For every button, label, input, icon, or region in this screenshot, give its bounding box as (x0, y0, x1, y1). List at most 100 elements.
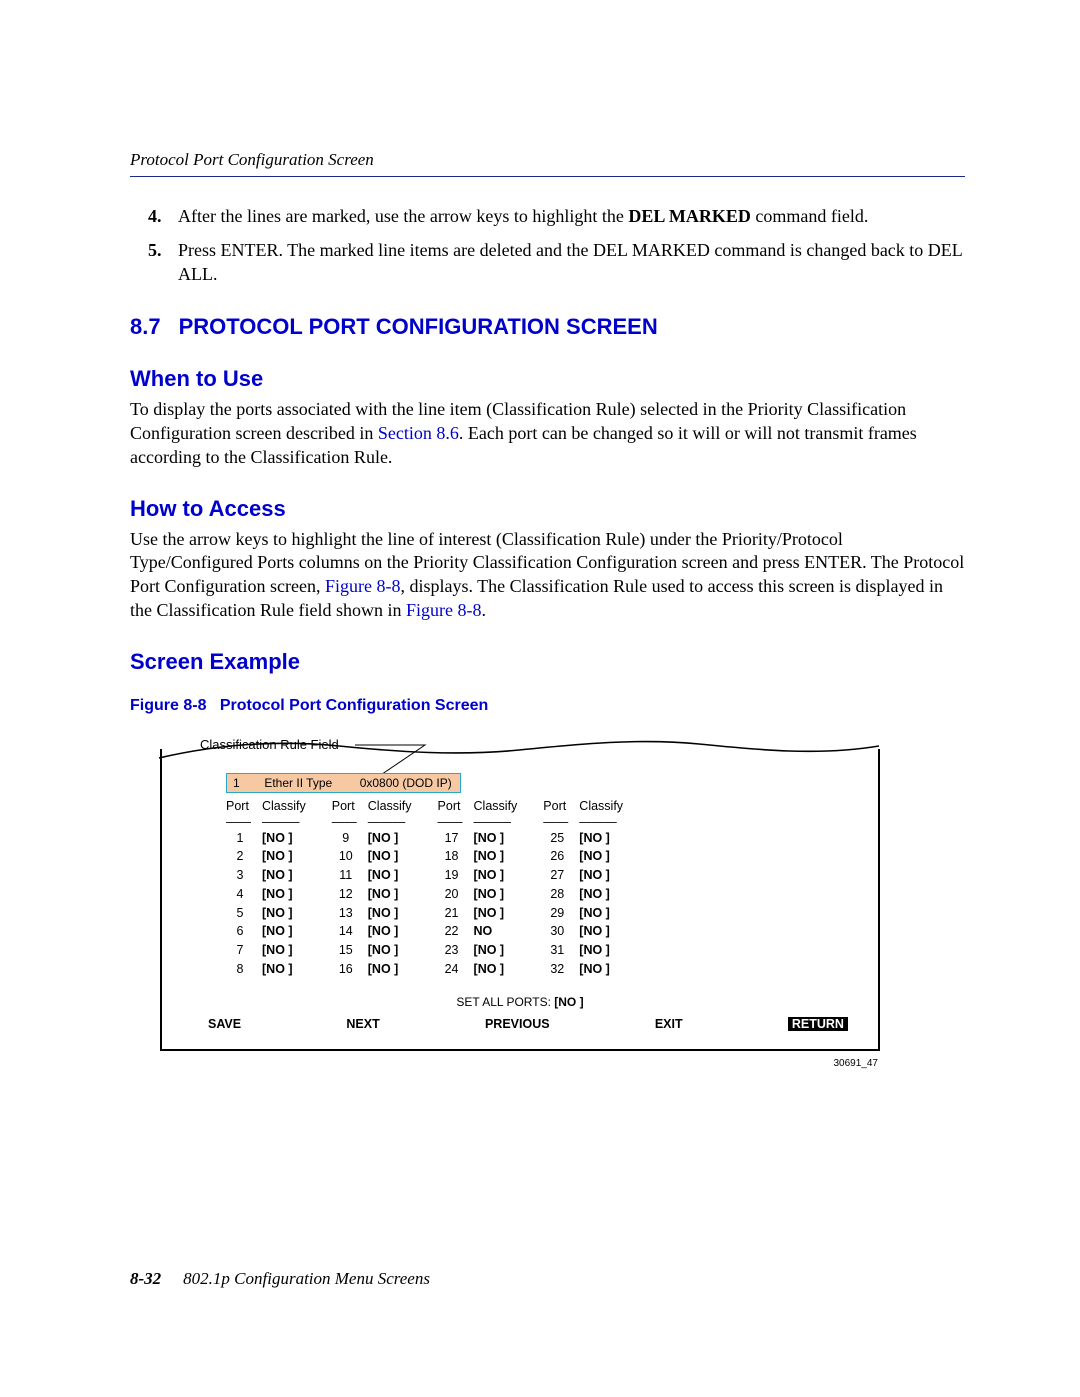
port-row: 22 NO (438, 922, 518, 941)
port-number: 8 (226, 960, 254, 979)
figure-link[interactable]: Figure 8-8 (406, 600, 482, 620)
classify-value[interactable]: [NO ] (262, 904, 293, 923)
port-row: 6 [NO ] (226, 922, 306, 941)
set-all-value[interactable]: [NO ] (554, 995, 583, 1009)
port-row: 21[NO ] (438, 904, 518, 923)
classify-value[interactable]: [NO ] (262, 960, 293, 979)
dash: ——— (474, 815, 512, 829)
classify-header: Classify (262, 799, 306, 813)
classify-value[interactable]: [NO ] (368, 941, 399, 960)
classify-value[interactable]: [NO ] (474, 829, 505, 848)
dash: ——— (262, 815, 300, 829)
port-number: 22 (438, 922, 466, 941)
port-row: 30[NO ] (543, 922, 623, 941)
classify-value[interactable]: [NO ] (474, 904, 505, 923)
when-to-use-body: To display the ports associated with the… (130, 398, 965, 469)
classify-value[interactable]: [NO ] (579, 941, 610, 960)
next-command[interactable]: NEXT (346, 1017, 379, 1031)
port-columns: PortClassify—————1[NO ]2[NO ]3[NO ]4[NO … (226, 799, 850, 979)
step-text: After the lines are marked, use the arro… (178, 206, 628, 226)
port-number: 20 (438, 885, 466, 904)
exit-command[interactable]: EXIT (655, 1017, 683, 1031)
terminal-screen: 1 Ether II Type 0x0800 (DOD IP) PortClas… (160, 737, 880, 1051)
classify-value[interactable]: [NO ] (474, 866, 505, 885)
classify-value[interactable]: [NO ] (262, 885, 293, 904)
classify-value[interactable]: [NO ] (579, 829, 610, 848)
return-command[interactable]: RETURN (788, 1017, 848, 1031)
classify-value[interactable]: [NO ] (262, 847, 293, 866)
classify-header: Classify (474, 799, 518, 813)
classify-value[interactable]: [NO ] (368, 922, 399, 941)
section-number: 8.7 (130, 314, 161, 339)
classify-value[interactable]: [NO ] (579, 922, 610, 941)
figure-link[interactable]: Figure 8-8 (325, 576, 401, 596)
previous-command[interactable]: PREVIOUS (485, 1017, 550, 1031)
port-number: 3 (226, 866, 254, 885)
figure-caption-label: Figure 8-8 (130, 697, 206, 714)
dash: —— (543, 815, 571, 829)
classify-value[interactable]: [NO ] (262, 866, 293, 885)
port-column: PortClassify—————25[NO ]26[NO ]27[NO ]28… (543, 799, 623, 979)
classify-value[interactable]: [NO ] (262, 941, 293, 960)
step-text: Press ENTER. The marked line items are d… (178, 240, 962, 284)
dash: —— (332, 815, 360, 829)
port-number: 23 (438, 941, 466, 960)
classify-value[interactable]: [NO ] (579, 847, 610, 866)
port-number: 25 (543, 829, 571, 848)
step-text: command field. (751, 206, 868, 226)
rule-value: 0x0800 (DOD IP) (360, 776, 452, 790)
classify-header: Classify (579, 799, 623, 813)
port-number: 5 (226, 904, 254, 923)
classification-rule-field: 1 Ether II Type 0x0800 (DOD IP) (226, 773, 850, 793)
rule-num: 1 (233, 776, 261, 790)
section-heading: 8.7PROTOCOL PORT CONFIGURATION SCREEN (130, 314, 965, 340)
port-number: 4 (226, 885, 254, 904)
classify-value[interactable]: [NO ] (262, 829, 293, 848)
classify-value[interactable]: [NO ] (368, 960, 399, 979)
text: . (481, 600, 486, 620)
dash: ——— (368, 815, 406, 829)
port-number: 29 (543, 904, 571, 923)
running-header: Protocol Port Configuration Screen (130, 150, 965, 170)
port-column: PortClassify—————17[NO ]18[NO ]19[NO ]20… (438, 799, 518, 979)
port-row: 24[NO ] (438, 960, 518, 979)
classify-value[interactable]: [NO ] (368, 847, 399, 866)
classify-value[interactable]: [NO ] (474, 885, 505, 904)
classify-value[interactable]: [NO ] (579, 866, 610, 885)
port-number: 6 (226, 922, 254, 941)
port-number: 17 (438, 829, 466, 848)
port-row: 17 [NO ] (438, 829, 518, 848)
port-number: 28 (543, 885, 571, 904)
page-number: 8-32 (130, 1269, 161, 1288)
page-footer: 8-32802.1p Configuration Menu Screens (130, 1269, 430, 1289)
classify-value[interactable]: [NO ] (579, 885, 610, 904)
classify-value[interactable]: [NO ] (262, 922, 293, 941)
classify-value[interactable]: [NO ] (474, 847, 505, 866)
port-number: 12 (332, 885, 360, 904)
classify-value[interactable]: [NO ] (368, 829, 399, 848)
port-row: 23 [NO ] (438, 941, 518, 960)
port-row: 27[NO ] (543, 866, 623, 885)
port-row: 2[NO ] (226, 847, 306, 866)
port-row: 8 [NO ] (226, 960, 306, 979)
section-link[interactable]: Section 8.6 (378, 423, 459, 443)
port-row: 19[NO ] (438, 866, 518, 885)
port-number: 9 (332, 829, 360, 848)
classification-rule-box[interactable]: 1 Ether II Type 0x0800 (DOD IP) (226, 773, 461, 793)
classify-value[interactable]: [NO ] (474, 941, 505, 960)
port-row: 15 [NO ] (332, 941, 412, 960)
classify-value[interactable]: [NO ] (579, 960, 610, 979)
classify-value[interactable]: [NO ] (368, 866, 399, 885)
port-row: 29 [NO ] (543, 904, 623, 923)
port-number: 11 (332, 866, 360, 885)
set-all-ports: SET ALL PORTS: [NO ] (190, 995, 850, 1009)
classify-value[interactable]: [NO ] (368, 885, 399, 904)
save-command[interactable]: SAVE (208, 1017, 241, 1031)
port-number: 15 (332, 941, 360, 960)
classify-value[interactable]: [NO ] (368, 904, 399, 923)
classify-value[interactable]: [NO ] (474, 960, 505, 979)
port-row: 10[NO ] (332, 847, 412, 866)
dash: —— (226, 815, 254, 829)
classify-value[interactable]: [NO ] (579, 904, 610, 923)
classify-value[interactable]: NO (474, 922, 493, 941)
